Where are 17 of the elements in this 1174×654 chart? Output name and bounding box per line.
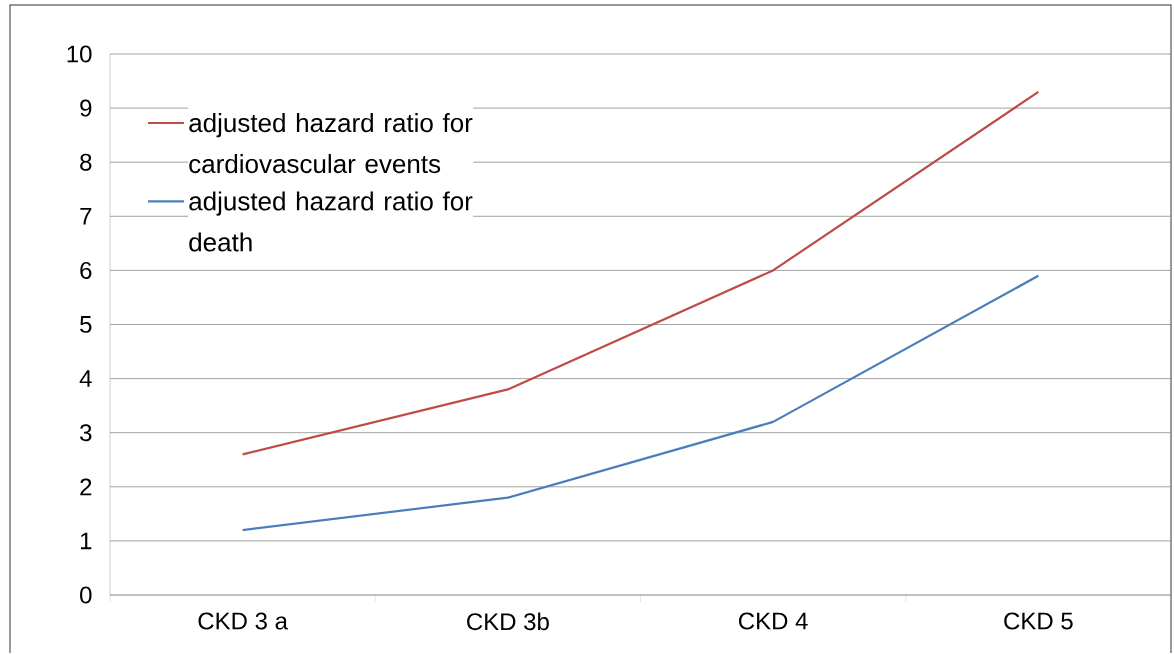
y-tick-label: 5	[80, 316, 92, 334]
y-tick-label: 7	[80, 208, 92, 225]
line-series	[241, 274, 1040, 532]
y-tick-label: 4	[79, 370, 92, 388]
x-tick-label: CKD 4	[739, 612, 808, 630]
y-tick-label: 6	[80, 262, 92, 280]
x-tick-label: CKD 3b	[467, 612, 549, 631]
y-tick-label: 10	[67, 45, 92, 63]
y-tick-label: 0	[80, 586, 92, 604]
x-tick-label: CKD 5	[1004, 612, 1073, 630]
y-tick-label: 9	[80, 99, 92, 117]
y-tick-label: 1	[80, 532, 92, 550]
x-tick-label: CKD 3 a	[198, 612, 288, 630]
legend-label: adjusted hazard ratio for death	[189, 191, 473, 252]
y-tick-label: 8	[80, 153, 92, 171]
y-tick-label: 3	[80, 424, 92, 442]
y-tick-label: 2	[80, 478, 92, 496]
